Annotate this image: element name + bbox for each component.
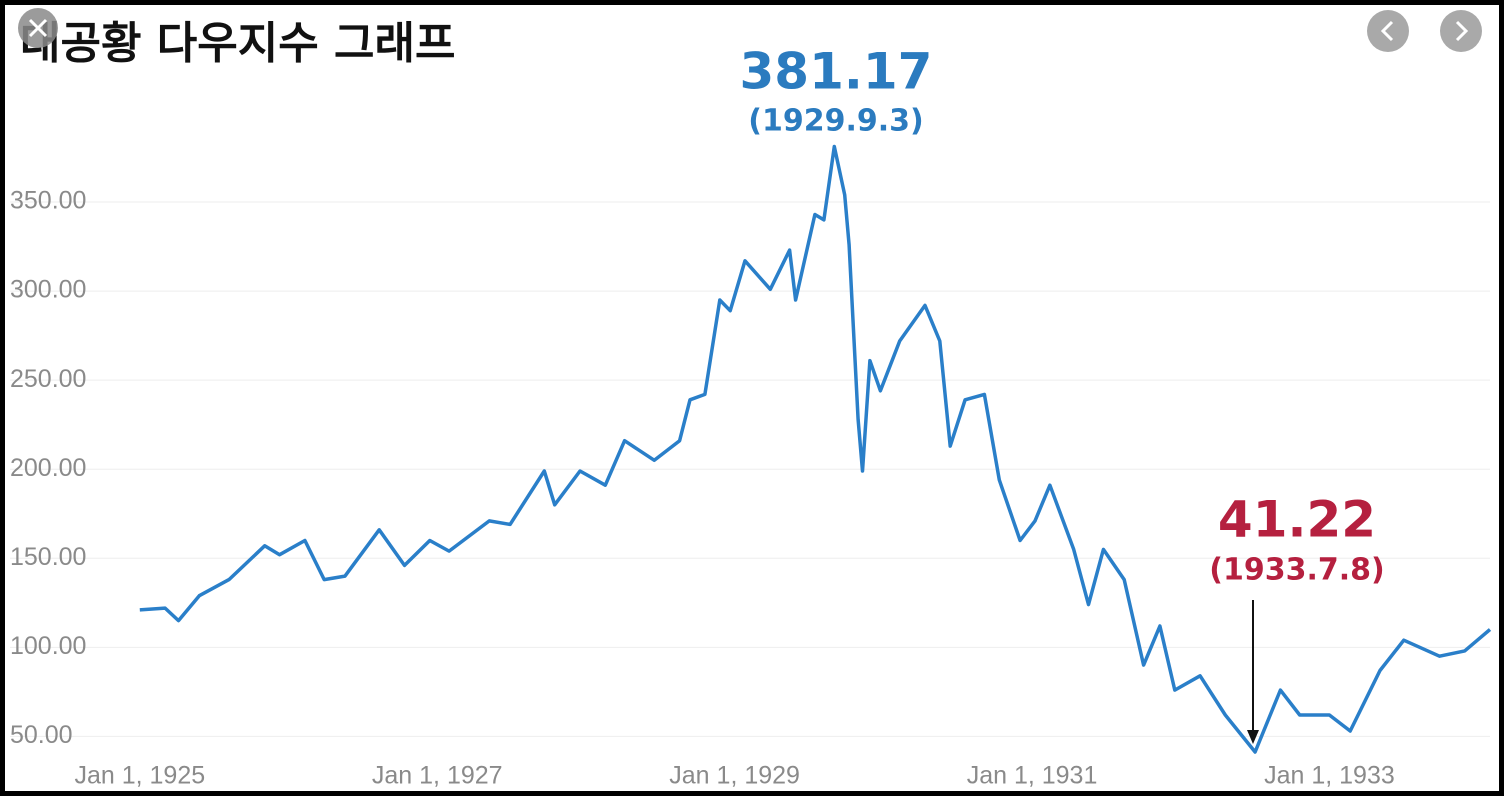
chart-title: 대공황 다우지수 그래프 xyxy=(20,18,455,69)
annotation-value: 381.17 xyxy=(740,43,933,101)
y-tick-label: 200.00 xyxy=(10,454,86,482)
y-tick-label: 350.00 xyxy=(10,187,86,215)
prev-button[interactable] xyxy=(1367,10,1409,52)
x-tick-label: Jan 1, 1927 xyxy=(372,762,503,790)
next-button[interactable] xyxy=(1440,10,1482,52)
x-tick-label: Jan 1, 1933 xyxy=(1264,762,1395,790)
y-tick-label: 100.00 xyxy=(10,632,86,660)
series-line xyxy=(139,144,1492,754)
x-tick-label: Jan 1, 1929 xyxy=(669,762,800,790)
plot: 50.00 100.00 150.00 200.00 250.00 300.00 350.0… xyxy=(10,43,1492,790)
x-tick-label: Jan 1, 1931 xyxy=(967,762,1098,790)
annotation-value: 41.22 xyxy=(1218,491,1376,549)
annotation-date: (1929.9.3) xyxy=(748,104,923,139)
annotation-date: (1933.7.8) xyxy=(1209,553,1384,588)
annotation-arrowhead xyxy=(1247,730,1259,744)
y-tick-label: 250.00 xyxy=(10,365,86,393)
x-tick-label: Jan 1, 1925 xyxy=(74,762,205,790)
y-tick-label: 150.00 xyxy=(10,543,86,571)
y-tick-label: 300.00 xyxy=(10,276,86,304)
close-button[interactable] xyxy=(18,8,58,48)
chart-background xyxy=(5,5,1499,791)
y-tick-label: 50.00 xyxy=(10,721,73,749)
